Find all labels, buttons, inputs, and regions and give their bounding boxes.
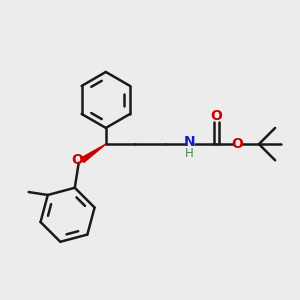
Text: O: O: [71, 153, 83, 167]
Text: N: N: [184, 135, 196, 149]
Text: H: H: [185, 147, 194, 160]
Polygon shape: [81, 144, 106, 163]
Text: O: O: [210, 109, 222, 123]
Text: O: O: [231, 137, 243, 151]
